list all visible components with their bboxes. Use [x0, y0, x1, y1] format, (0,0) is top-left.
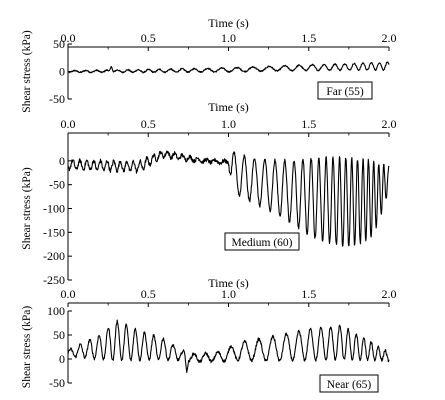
x-axis-title: Time (s) — [208, 100, 249, 114]
y-tick-label: 50 — [53, 37, 65, 51]
x-tick-label: 1.5 — [301, 117, 316, 131]
y-axis-title: Shear stress (kPa) — [21, 306, 33, 389]
x-axis-title: Time (s) — [208, 16, 249, 30]
y-tick-label: 0 — [59, 352, 65, 366]
x-tick-label: 2.0 — [382, 31, 397, 45]
x-axis-title: Time (s) — [208, 276, 249, 290]
x-tick-label: 1.0 — [221, 287, 236, 301]
y-tick-label: -50 — [49, 376, 65, 390]
panel-label-text: Far (55) — [326, 86, 364, 98]
panel-3: Time (s) 0.0 0.5 1.0 1.5 2.0 100 50 0 -50 Shear st… — [21, 276, 397, 393]
panel-label: Far (55) — [317, 81, 373, 100]
y-axis-title: Shear stress (kPa) — [21, 30, 33, 113]
panel-label: Medium (60) — [224, 232, 300, 251]
x-tick-label: 0.5 — [141, 117, 156, 131]
y-tick-label: 0 — [59, 65, 65, 79]
y-tick-label: -50 — [49, 178, 65, 192]
x-tick-label: 1.5 — [301, 287, 316, 301]
x-tick-label: 1.0 — [221, 31, 236, 45]
series-line — [67, 319, 390, 373]
x-tick-label: 2.0 — [382, 287, 397, 301]
y-tick-label: -250 — [43, 273, 65, 287]
series-line — [67, 150, 390, 247]
y-tick-label: 100 — [47, 304, 65, 318]
x-tick-label: 0.5 — [141, 287, 156, 301]
panel-label-text: Medium (60) — [231, 237, 292, 249]
panel-label-box — [317, 81, 373, 100]
y-tick-label: -50 — [49, 92, 65, 106]
x-tick-label: 1.0 — [221, 117, 236, 131]
x-tick-label: 0.0 — [61, 287, 76, 301]
y-tick-label: 0 — [59, 154, 65, 168]
x-tick-label: 2.0 — [382, 117, 397, 131]
y-tick-label: 50 — [53, 328, 65, 342]
y-tick-label: -200 — [43, 249, 65, 263]
y-axis-title: Shear stress (kPa) — [21, 167, 33, 250]
panel-1: Time (s) 0.0 0.5 1.0 1.5 2.0 50 0 -50 Shear stres… — [21, 16, 397, 113]
panel-label-box — [224, 232, 300, 251]
y-tick-label: -100 — [43, 202, 65, 216]
x-tick-label: 0.0 — [61, 31, 76, 45]
y-tick-label: -150 — [43, 225, 65, 239]
panel-2: Time (s) 0.0 0.5 1.0 1.5 2.0 0 -50 -100 -150 -200 -… — [21, 100, 397, 287]
panel-label-text: Near (65) — [327, 379, 372, 391]
x-tick-label: 1.5 — [301, 31, 316, 45]
panel-label-box — [319, 374, 379, 393]
series-line — [67, 61, 390, 74]
x-tick-label: 0.5 — [141, 31, 156, 45]
x-tick-label: 0.0 — [61, 117, 76, 131]
panel-label: Near (65) — [319, 374, 379, 393]
